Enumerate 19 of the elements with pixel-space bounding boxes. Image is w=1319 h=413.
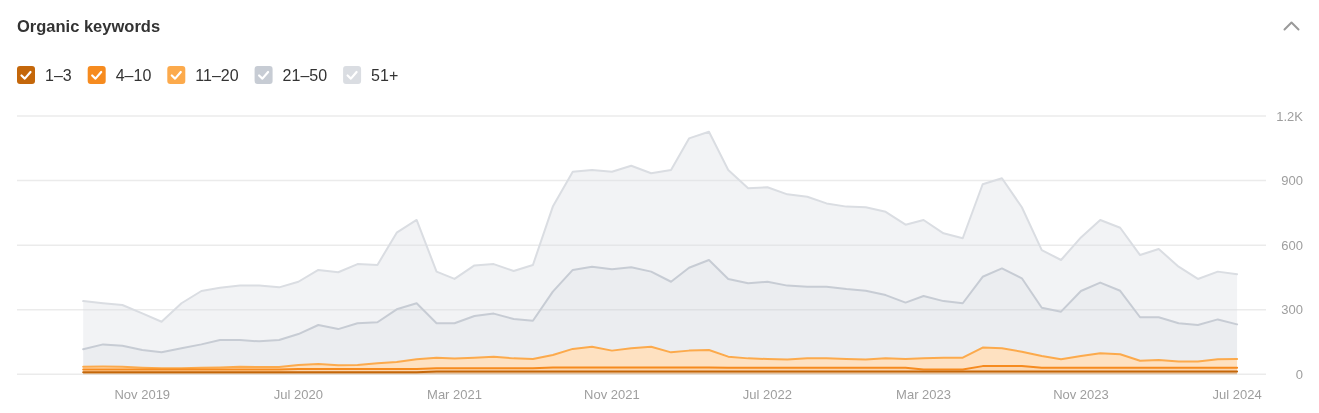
y-tick-label: 900 — [1281, 173, 1303, 189]
legend-label: 51+ — [371, 66, 399, 84]
x-tick-label: Nov 2023 — [1053, 386, 1109, 402]
legend-label: 4–10 — [115, 66, 152, 84]
x-tick-label: Nov 2019 — [114, 386, 171, 402]
legend-label: 1–3 — [45, 66, 72, 84]
x-tick-label: Mar 2021 — [427, 386, 482, 402]
legend-label: 11–20 — [195, 66, 239, 84]
y-tick-label: 300 — [1281, 302, 1303, 318]
y-tick-label: 0 — [1295, 366, 1303, 382]
x-tick-label: Mar 2023 — [896, 386, 952, 402]
legend-label: 21–50 — [282, 66, 328, 84]
y-tick-label: 600 — [1281, 237, 1303, 253]
x-tick-label: Jul 2020 — [273, 386, 323, 402]
x-tick-label: Jul 2022 — [742, 386, 793, 402]
x-tick-label: Jul 2024 — [1212, 386, 1262, 402]
y-tick-label: 1.2K — [1276, 108, 1304, 124]
x-tick-label: Nov 2021 — [584, 386, 640, 402]
chart-title: Organic keywords — [17, 17, 161, 35]
